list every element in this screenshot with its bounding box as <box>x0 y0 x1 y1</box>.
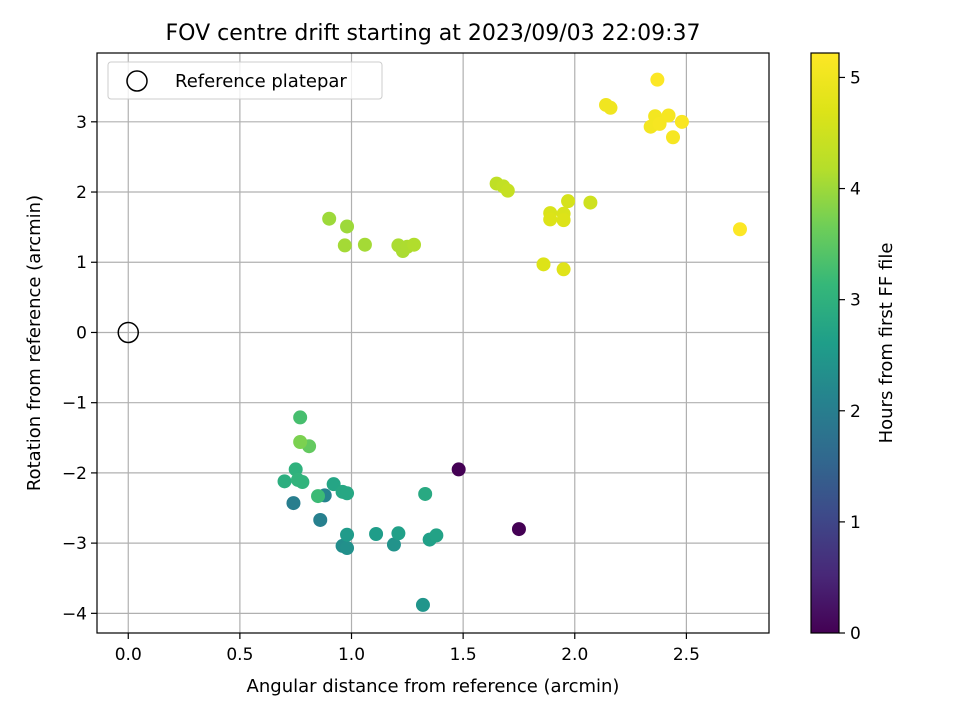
x-tick-label: 2.5 <box>673 645 700 665</box>
data-point <box>340 486 355 501</box>
x-axis-label: Angular distance from reference (arcmin) <box>247 676 620 697</box>
y-tick-label: −2 <box>62 464 87 484</box>
data-point <box>313 512 328 527</box>
y-tick-label: 0 <box>76 323 87 343</box>
data-point <box>391 526 406 541</box>
colorbar-tick-label: 2 <box>850 402 861 422</box>
plot-frame <box>96 52 770 634</box>
data-point <box>500 183 515 198</box>
colorbar-tick-label: 0 <box>850 624 861 644</box>
data-point <box>288 462 303 477</box>
data-point <box>357 237 372 252</box>
y-tick-label: 2 <box>76 183 87 203</box>
data-point <box>386 537 401 552</box>
data-point <box>603 100 618 115</box>
y-tick-label: −1 <box>62 394 87 414</box>
data-point <box>536 257 551 272</box>
colorbar-label: Hours from first FF file <box>876 243 897 444</box>
data-point <box>661 108 676 123</box>
legend-entry-reference: Reference platepar <box>175 71 347 92</box>
data-point <box>340 219 355 234</box>
data-point <box>293 435 308 450</box>
y-tick-label: −3 <box>62 534 87 554</box>
data-point <box>415 597 430 612</box>
colorbar-tick-label: 5 <box>850 68 861 88</box>
colorbar-tick-label: 3 <box>850 291 861 311</box>
data-point <box>311 489 326 504</box>
x-axis-ticks: 0.0 0.5 1.0 1.5 2.0 2.5 <box>115 633 700 665</box>
data-point <box>295 475 310 490</box>
data-point <box>674 114 689 129</box>
data-point <box>340 541 355 556</box>
y-tick-label: 1 <box>76 253 87 273</box>
colorbar-ticks: 0 1 2 3 4 5 <box>839 68 861 644</box>
y-axis-ticks: −4 −3 −2 −1 0 1 2 3 <box>62 113 97 624</box>
data-point <box>583 195 598 210</box>
x-tick-label: 0.0 <box>115 645 142 665</box>
legend-box <box>107 61 383 100</box>
data-point <box>556 262 571 277</box>
data-point <box>286 496 301 511</box>
chart-title: FOV centre drift starting at 2023/09/03 … <box>166 21 701 46</box>
data-point <box>337 238 352 253</box>
data-point <box>277 474 292 489</box>
colorbar-tick-label: 4 <box>850 180 861 200</box>
data-point <box>451 462 466 477</box>
data-point <box>561 194 576 209</box>
data-points <box>117 72 747 612</box>
reference-platepar-marker <box>117 321 140 344</box>
data-point <box>293 410 308 425</box>
x-tick-label: 0.5 <box>226 645 253 665</box>
colorbar-gradient <box>810 52 840 634</box>
data-point <box>322 211 337 226</box>
data-point <box>556 213 571 228</box>
data-point <box>666 130 680 145</box>
colorbar: 0 1 2 3 4 5 Hours from first FF file <box>810 52 897 644</box>
data-point <box>369 526 384 541</box>
x-tick-label: 1.0 <box>338 645 365 665</box>
legend-reference-marker <box>126 70 148 92</box>
data-point <box>418 486 433 501</box>
y-tick-label: −4 <box>62 604 87 624</box>
legend: Reference platepar <box>107 61 383 100</box>
colorbar-tick-label: 1 <box>850 513 861 533</box>
x-tick-label: 2.0 <box>561 645 588 665</box>
data-point <box>543 212 558 227</box>
y-axis-label: Rotation from reference (arcmin) <box>24 195 45 491</box>
data-point <box>407 237 422 252</box>
x-tick-label: 1.5 <box>450 645 477 665</box>
data-point <box>652 116 667 131</box>
data-point <box>732 222 747 237</box>
y-tick-label: 3 <box>76 113 87 133</box>
data-point <box>511 522 526 537</box>
data-point <box>340 527 355 542</box>
data-point <box>650 72 665 87</box>
data-point <box>429 528 444 543</box>
